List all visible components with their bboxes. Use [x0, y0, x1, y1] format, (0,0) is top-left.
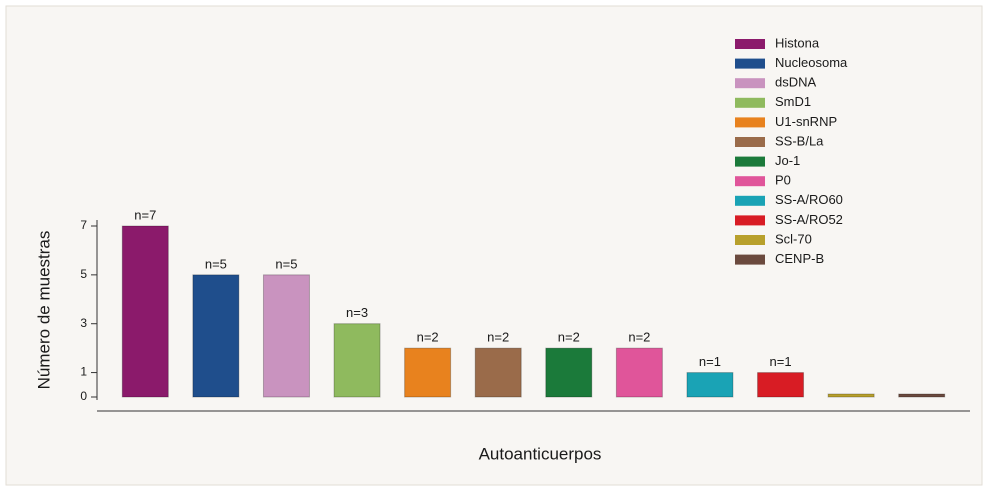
legend-swatch: [735, 255, 765, 265]
legend-label: CENP-B: [775, 251, 824, 266]
bar: [546, 348, 592, 397]
bar: [687, 373, 733, 397]
bar: [334, 324, 380, 397]
value-label: n=3: [346, 305, 368, 320]
bar: [122, 226, 168, 397]
legend-label: SS-B/La: [775, 133, 824, 148]
legend-swatch: [735, 215, 765, 225]
value-label: n=1: [770, 354, 792, 369]
value-label: n=2: [628, 330, 650, 345]
value-label: n=5: [275, 256, 297, 271]
legend-swatch: [735, 235, 765, 245]
bar: [828, 394, 874, 397]
bar: [405, 348, 451, 397]
legend-label: U1-snRNP: [775, 114, 837, 129]
legend-swatch: [735, 176, 765, 186]
legend-label: P0: [775, 173, 791, 188]
bar: [616, 348, 662, 397]
legend-swatch: [735, 59, 765, 69]
value-label: n=2: [487, 330, 509, 345]
legend-label: Jo-1: [775, 153, 800, 168]
legend-label: SmD1: [775, 94, 811, 109]
x-axis-title: Autoanticuerpos: [479, 444, 602, 463]
legend-swatch: [735, 196, 765, 206]
legend-swatch: [735, 39, 765, 49]
y-tick-label: 7: [80, 218, 87, 232]
y-tick-label: 1: [80, 365, 87, 379]
legend-swatch: [735, 98, 765, 108]
legend-label: dsDNA: [775, 75, 817, 90]
legend-label: SS-A/RO60: [775, 192, 843, 207]
y-axis-title: Número de muestras: [34, 231, 53, 390]
legend-swatch: [735, 157, 765, 167]
value-label: n=2: [417, 330, 439, 345]
y-tick-label: 0: [80, 389, 87, 403]
bar: [899, 394, 945, 397]
bar: [193, 275, 239, 397]
value-label: n=7: [134, 207, 156, 222]
bar: [758, 373, 804, 397]
legend-swatch: [735, 137, 765, 147]
chart: Número de muestras Autoanticuerpos 0 1 3 5 7…: [0, 0, 988, 491]
legend-label: SS-A/RO52: [775, 212, 843, 227]
bar: [263, 275, 309, 397]
legend-label: Nucleosoma: [775, 55, 848, 70]
bar: [475, 348, 521, 397]
y-tick-label: 5: [80, 267, 87, 281]
legend-label: Scl-70: [775, 231, 812, 246]
legend-swatch: [735, 117, 765, 127]
value-label: n=5: [205, 256, 227, 271]
value-label: n=1: [699, 354, 721, 369]
legend-label: Histona: [775, 35, 820, 50]
value-label: n=2: [558, 330, 580, 345]
legend-swatch: [735, 78, 765, 88]
y-tick-label: 3: [80, 316, 87, 330]
